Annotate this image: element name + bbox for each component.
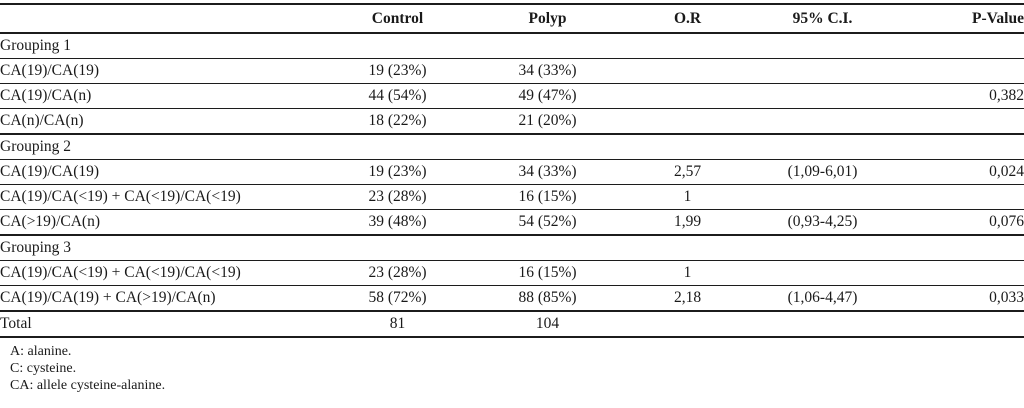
or-cell	[625, 84, 750, 109]
ci-cell: (1,09-6,01)	[787, 163, 858, 180]
total-pvalue-cell	[895, 311, 1024, 337]
column-header-or: O.R	[625, 4, 750, 34]
group-header-row-grouping-3: Grouping 3	[0, 235, 1024, 261]
polyp-cell: 34 (33%)	[518, 163, 577, 180]
or-cell: 1	[683, 264, 692, 281]
polyp-cell: 16 (15%)	[518, 188, 577, 205]
table-row: CA(19)/CA(<19) + CA(<19)/CA(<19) 23 (28%…	[0, 184, 1024, 210]
table-row: CA(19)/CA(19) 19 (23%) 34 (33%)	[0, 58, 1024, 84]
ci-cell	[750, 261, 895, 286]
control-cell: 58 (72%)	[368, 289, 427, 306]
column-header-pvalue: P-Value	[895, 4, 1024, 34]
row-label-cell: CA(19)/CA(<19) + CA(<19)/CA(<19)	[0, 264, 241, 281]
footnote-allele: CA: allele cysteine-alanine.	[10, 378, 166, 393]
control-cell: 39 (48%)	[368, 213, 427, 230]
group-header-row-grouping-2: Grouping 2	[0, 134, 1024, 160]
table-row: CA(19)/CA(19) 19 (23%) 34 (33%) 2,57 (1,…	[0, 159, 1024, 185]
footnote-cysteine: C: cysteine.	[10, 361, 77, 376]
ci-cell	[750, 59, 895, 84]
total-control-cell: 81	[389, 315, 406, 332]
total-row: Total 81 104	[0, 311, 1024, 337]
row-label-cell: CA(19)/CA(19) + CA(>19)/CA(n)	[0, 289, 216, 306]
row-label-cell: CA(19)/CA(<19) + CA(<19)/CA(<19)	[0, 188, 241, 205]
polyp-cell: 54 (52%)	[518, 213, 577, 230]
column-header-ci: 95% C.I.	[750, 4, 895, 34]
table-row: CA(>19)/CA(n) 39 (48%) 54 (52%) 1,99 (0,…	[0, 209, 1024, 236]
or-cell	[625, 109, 750, 135]
total-ci-cell	[750, 311, 895, 337]
pvalue-cell: 0,382	[989, 87, 1024, 104]
control-cell: 23 (28%)	[368, 188, 427, 205]
control-cell: 23 (28%)	[368, 264, 427, 281]
or-cell: 1	[683, 188, 692, 205]
group-label: Grouping 3	[0, 239, 72, 256]
control-cell: 18 (22%)	[368, 112, 427, 129]
control-cell: 19 (23%)	[368, 62, 427, 79]
pvalue-cell: 0,024	[989, 163, 1024, 180]
column-header-empty	[0, 4, 325, 34]
ci-cell	[750, 84, 895, 109]
control-cell: 19 (23%)	[368, 163, 427, 180]
pvalue-cell: 0,033	[989, 289, 1024, 306]
column-header-control: Control	[325, 4, 470, 34]
pvalue-cell: 0,076	[989, 213, 1024, 230]
footnotes: A: alanine. C: cysteine. CA: allele cyst…	[10, 343, 1024, 394]
row-label-cell: CA(19)/CA(n)	[0, 87, 92, 104]
pvalue-cell	[895, 261, 1024, 286]
or-cell: 1,99	[673, 213, 702, 230]
total-or-cell	[625, 311, 750, 337]
pvalue-cell	[895, 59, 1024, 84]
row-label-cell: CA(n)/CA(n)	[0, 112, 84, 129]
column-header-polyp: Polyp	[470, 4, 625, 34]
table-row: CA(19)/CA(19) + CA(>19)/CA(n) 58 (72%) 8…	[0, 285, 1024, 312]
table-row: CA(19)/CA(n) 44 (54%) 49 (47%) 0,382	[0, 83, 1024, 109]
ci-cell: (0,93-4,25)	[787, 213, 858, 230]
group-header-row-grouping-1: Grouping 1	[0, 33, 1024, 59]
total-label-cell: Total	[0, 315, 32, 332]
results-table: Control Polyp O.R 95% C.I. P-Value Group…	[0, 3, 1024, 338]
polyp-cell: 21 (20%)	[518, 112, 577, 129]
total-polyp-cell: 104	[535, 315, 560, 332]
table-row: CA(19)/CA(<19) + CA(<19)/CA(<19) 23 (28%…	[0, 260, 1024, 286]
or-cell: 2,18	[673, 289, 702, 306]
or-cell	[625, 59, 750, 84]
pvalue-cell	[895, 185, 1024, 210]
row-label-cell: CA(19)/CA(19)	[0, 163, 100, 180]
or-cell: 2,57	[673, 163, 702, 180]
ci-cell	[750, 185, 895, 210]
group-label: Grouping 1	[0, 37, 72, 54]
row-label-cell: CA(>19)/CA(n)	[0, 213, 101, 230]
control-cell: 44 (54%)	[368, 87, 427, 104]
polyp-cell: 16 (15%)	[518, 264, 577, 281]
table-header: Control Polyp O.R 95% C.I. P-Value	[0, 4, 1024, 34]
pvalue-cell	[895, 109, 1024, 135]
header-row: Control Polyp O.R 95% C.I. P-Value	[0, 4, 1024, 34]
polyp-cell: 34 (33%)	[518, 62, 577, 79]
footnote-alanine: A: alanine.	[10, 344, 72, 359]
ci-cell	[750, 109, 895, 135]
ci-cell: (1,06-4,47)	[787, 289, 858, 306]
group-label: Grouping 2	[0, 138, 72, 155]
polyp-cell: 49 (47%)	[518, 87, 577, 104]
table-row: CA(n)/CA(n) 18 (22%) 21 (20%)	[0, 108, 1024, 135]
polyp-cell: 88 (85%)	[518, 289, 577, 306]
row-label-cell: CA(19)/CA(19)	[0, 62, 100, 79]
table-body: Grouping 1 CA(19)/CA(19) 19 (23%) 34 (33…	[0, 33, 1024, 337]
